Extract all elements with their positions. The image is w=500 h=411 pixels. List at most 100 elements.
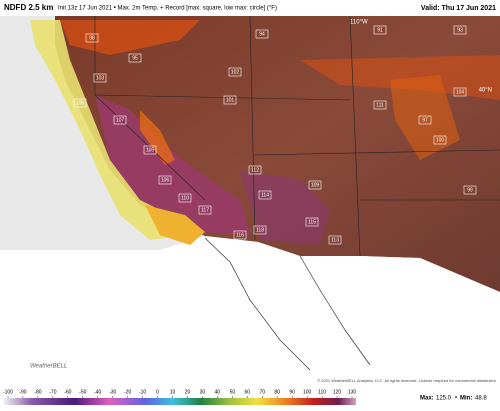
lat-label: 40°N [479,88,492,94]
max-value: 125.0 [436,396,452,402]
temp-label: 105 [146,147,155,153]
state-border [349,15,361,257]
temp-label: 107 [116,117,125,123]
record-box [178,193,192,203]
map: 98 94 91 95 103 102 108 107 106 105 112 114 117 116 11… [0,15,500,386]
colorbar-tick-label: 40 [215,389,221,395]
record-box [93,73,107,83]
temp-label: 104 [456,89,465,95]
coastline [299,255,371,366]
subtitle: Init 13z 17 Jun 2021 • Max. 2m Temp. + R… [58,6,277,12]
max-label: Max: [420,396,434,402]
colorbar-tick-label: -30 [109,389,116,395]
state-border [254,149,500,156]
temp-label: 112 [251,167,259,173]
coast-warm [145,205,205,245]
temp-label: 117 [201,207,209,213]
temp-label: 100 [436,137,445,143]
record-box [418,115,432,125]
record-box [248,165,262,175]
temp-label: 95 [132,55,138,61]
colorbar-tick-label: -100 [3,389,13,395]
record-box [463,185,477,195]
temp-label: 97 [422,117,428,123]
temp-label: 99 [467,187,473,193]
temp-label: 98 [89,35,95,41]
temp-label: 108 [76,100,85,106]
coastline [204,237,311,371]
colorbar-tick-label: 130 [348,389,357,395]
colorbar-tick-label: -60 [64,389,71,395]
min-value: 48.8 [475,396,487,402]
coast-cool [30,20,190,240]
colorbar-tick-label: -50 [79,389,86,395]
copyright: © 2021 WeatherBELL Analytics, LLC. All r… [317,378,496,383]
record-box [453,25,467,35]
record-box [373,100,387,110]
hot-terrain [140,110,175,165]
colorbar-tick-label: 30 [200,389,206,395]
title: NDFD 2.5 km [4,3,53,12]
record-box [113,115,127,125]
colorbar-tick-label: 50 [230,389,236,395]
colorbar-tick-label: -10 [139,389,146,395]
record-box [253,225,267,235]
min-label: Min: [460,396,472,402]
valid-time: Valid: Thu 17 Jun 2021 [421,5,496,12]
temp-label: 103 [96,75,105,81]
record-box [85,33,99,43]
colorbar-tick-label: -40 [94,389,101,395]
colorbar-tick-label: 120 [333,389,342,395]
temp-label: 94 [259,31,265,37]
hot-terrain [390,75,460,160]
temp-label: 109 [311,182,320,188]
temp-label: 91 [377,27,383,33]
record-box [258,190,272,200]
temp-label: 101 [226,97,235,103]
record-box [198,205,212,215]
temp-label: 116 [236,232,244,238]
record-box [128,53,142,63]
record-box [143,145,157,155]
colorbar-tick-label: -20 [124,389,131,395]
temp-label: 111 [376,102,384,108]
temp-label: 110 [181,195,189,201]
mexico [0,236,500,386]
colorbar-tick-label: 100 [303,389,312,395]
temp-label: 93 [457,27,463,33]
temp-label: 115 [308,219,316,225]
colorbar-tick-label: 0 [156,389,159,395]
record-box [223,95,237,105]
temp-label: 113 [331,237,339,243]
colorbar-tick-label: 60 [245,389,251,395]
colorbar-tick-label: 10 [170,389,176,395]
state-border [94,94,206,201]
record-box [373,25,387,35]
record-box [255,29,269,39]
record-box [453,87,467,97]
record-box [233,230,247,240]
temp-label: 114 [261,192,269,198]
colorbar-tick-label: -80 [34,389,41,395]
record-box [328,235,342,245]
temp-label: 118 [256,227,264,233]
colorbar-tick-label: 90 [289,389,295,395]
temp-label: 102 [231,69,240,75]
colorbar-tick-label: 20 [185,389,191,395]
state-border [249,15,256,241]
record-box [158,175,172,185]
record-box [305,217,319,227]
record-box [308,180,322,190]
hot-terrain [300,55,500,100]
separator: • [455,396,457,402]
logo: WeatherBELL [30,364,67,370]
state-border [94,94,351,101]
colorbar-tick-label: 110 [318,389,326,395]
colorbar-tick-label: -70 [49,389,56,395]
record-box [73,98,87,108]
colorbar-tick-label: 80 [274,389,280,395]
colorbar-tick-label: 70 [259,389,265,395]
temp-label: 106 [161,177,170,183]
